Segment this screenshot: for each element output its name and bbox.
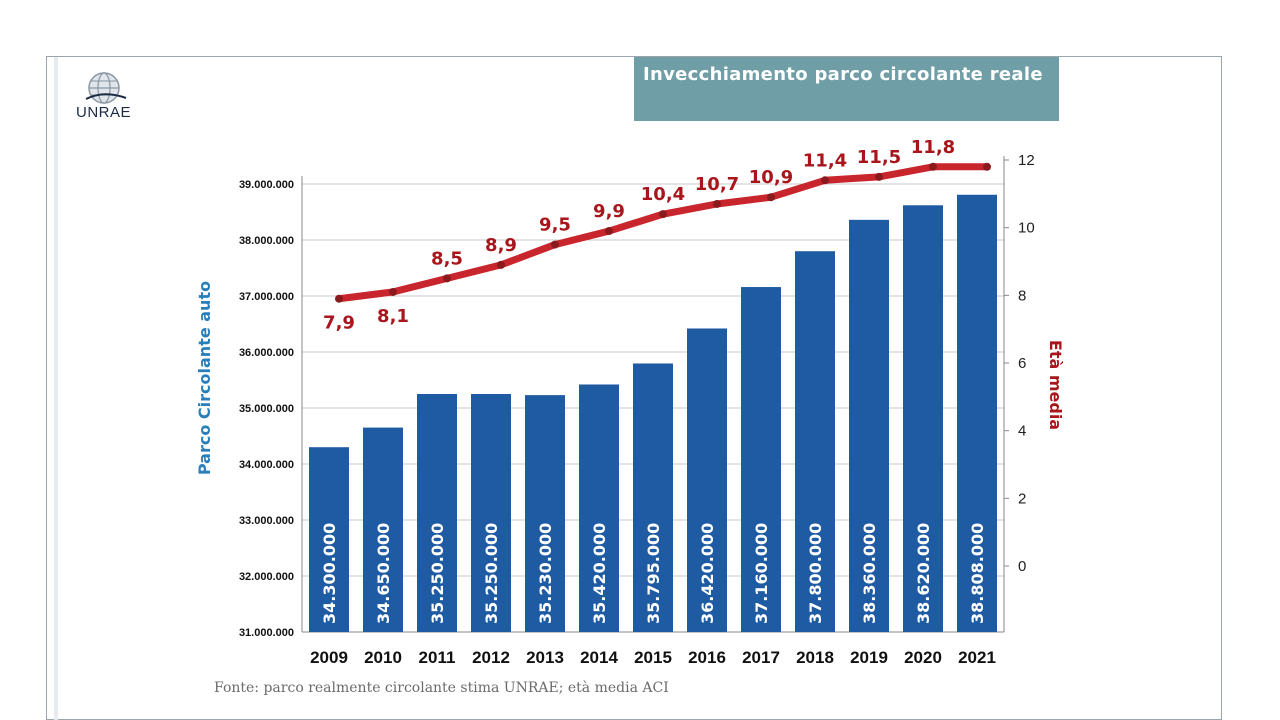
bar-data-label: 35.420.000 — [590, 523, 609, 624]
x-tick-label: 2014 — [580, 648, 618, 667]
line-point — [497, 260, 505, 269]
bar — [849, 219, 889, 632]
bar — [741, 287, 781, 632]
line-data-label: 8,9 — [485, 235, 517, 256]
line-point — [551, 240, 559, 249]
y-right-tick-label: 12 — [1018, 152, 1035, 169]
line-point — [983, 162, 991, 171]
line-point — [821, 176, 829, 185]
y-right-tick-label: 10 — [1018, 220, 1035, 237]
line-data-label: 8,5 — [431, 248, 463, 269]
x-tick-label: 2011 — [419, 648, 456, 667]
bar-data-label: 36.420.000 — [698, 523, 717, 624]
line-data-label: 11,4 — [803, 150, 847, 171]
line-point — [335, 294, 343, 303]
line-data-label: 11,8 — [911, 137, 955, 158]
y-right-tick-label: 2 — [1018, 490, 1026, 507]
chart-title: Invecchiamento parco circolante reale — [634, 57, 1059, 121]
line-point — [389, 287, 397, 296]
y-left-tick-label: 31.000.000 — [239, 627, 294, 639]
x-tick-label: 2009 — [310, 648, 348, 667]
bar-data-label: 35.250.000 — [428, 523, 447, 624]
bar — [417, 394, 457, 632]
line-point — [713, 199, 721, 208]
bar-data-label: 37.160.000 — [752, 523, 771, 624]
y-right-tick-label: 6 — [1018, 355, 1026, 372]
x-tick-label: 2018 — [796, 648, 834, 667]
bar-data-label: 38.620.000 — [914, 523, 933, 624]
y-right-tick-label: 8 — [1018, 287, 1026, 304]
y-right-tick-label: 0 — [1018, 558, 1026, 575]
bar — [525, 395, 565, 632]
source-note: Fonte: parco realmente circolante stima … — [214, 680, 669, 696]
line-data-label: 10,9 — [749, 167, 793, 188]
bar-data-label: 35.230.000 — [536, 523, 555, 624]
bar — [957, 194, 997, 632]
line-data-label: 9,9 — [593, 201, 625, 222]
x-tick-label: 2016 — [688, 648, 726, 667]
x-tick-label: 2021 — [958, 648, 996, 667]
bar — [633, 363, 673, 632]
bar-data-label: 35.250.000 — [482, 523, 501, 624]
x-tick-label: 2020 — [904, 648, 942, 667]
y-left-tick-label: 34.000.000 — [239, 459, 294, 471]
x-tick-label: 2013 — [526, 648, 564, 667]
bar-data-label: 37.800.000 — [806, 523, 825, 624]
line-data-label: 10,4 — [641, 184, 685, 205]
bar-data-label: 35.795.000 — [644, 523, 663, 624]
slide-left-rule — [54, 57, 58, 720]
line-point — [929, 162, 937, 171]
y-right-axis-title: Età media — [1046, 340, 1065, 430]
x-tick-label: 2012 — [472, 648, 510, 667]
y-left-tick-label: 38.000.000 — [239, 235, 294, 247]
y-left-tick-label: 36.000.000 — [239, 347, 294, 359]
line-data-label: 7,9 — [323, 313, 355, 334]
y-left-tick-label: 37.000.000 — [239, 291, 294, 303]
line-point — [875, 172, 883, 181]
line-point — [659, 210, 667, 219]
bar — [363, 427, 403, 632]
unrae-logo: UNRAE — [76, 70, 142, 122]
bar — [687, 328, 727, 632]
x-tick-label: 2015 — [634, 648, 672, 667]
y-left-tick-label: 39.000.000 — [239, 179, 294, 191]
bar — [903, 205, 943, 632]
y-left-axis-title: Parco Circolante auto — [195, 281, 214, 475]
bar-data-label: 38.808.000 — [968, 523, 987, 624]
x-tick-label: 2010 — [364, 648, 402, 667]
line-point — [767, 193, 775, 202]
bar — [309, 447, 349, 632]
line-data-label: 8,1 — [377, 306, 409, 327]
bar — [471, 394, 511, 632]
y-right-tick-label: 4 — [1018, 423, 1026, 440]
line-data-label: 9,5 — [539, 215, 571, 236]
bar — [579, 384, 619, 632]
y-left-tick-label: 33.000.000 — [239, 515, 294, 527]
line-point — [443, 274, 451, 283]
bar — [795, 251, 835, 632]
bar-data-label: 34.300.000 — [320, 523, 339, 624]
line-data-label: 11,5 — [857, 147, 901, 168]
line-point — [605, 227, 613, 236]
x-tick-label: 2019 — [850, 648, 888, 667]
bar-data-label: 38.360.000 — [860, 523, 879, 624]
logo-text: UNRAE — [76, 104, 132, 121]
globe-icon — [85, 72, 127, 104]
y-left-tick-label: 35.000.000 — [239, 403, 294, 415]
x-tick-label: 2017 — [742, 648, 780, 667]
line-data-label: 10,7 — [695, 174, 739, 195]
y-left-tick-label: 32.000.000 — [239, 571, 294, 583]
bar-data-label: 34.650.000 — [374, 523, 393, 624]
